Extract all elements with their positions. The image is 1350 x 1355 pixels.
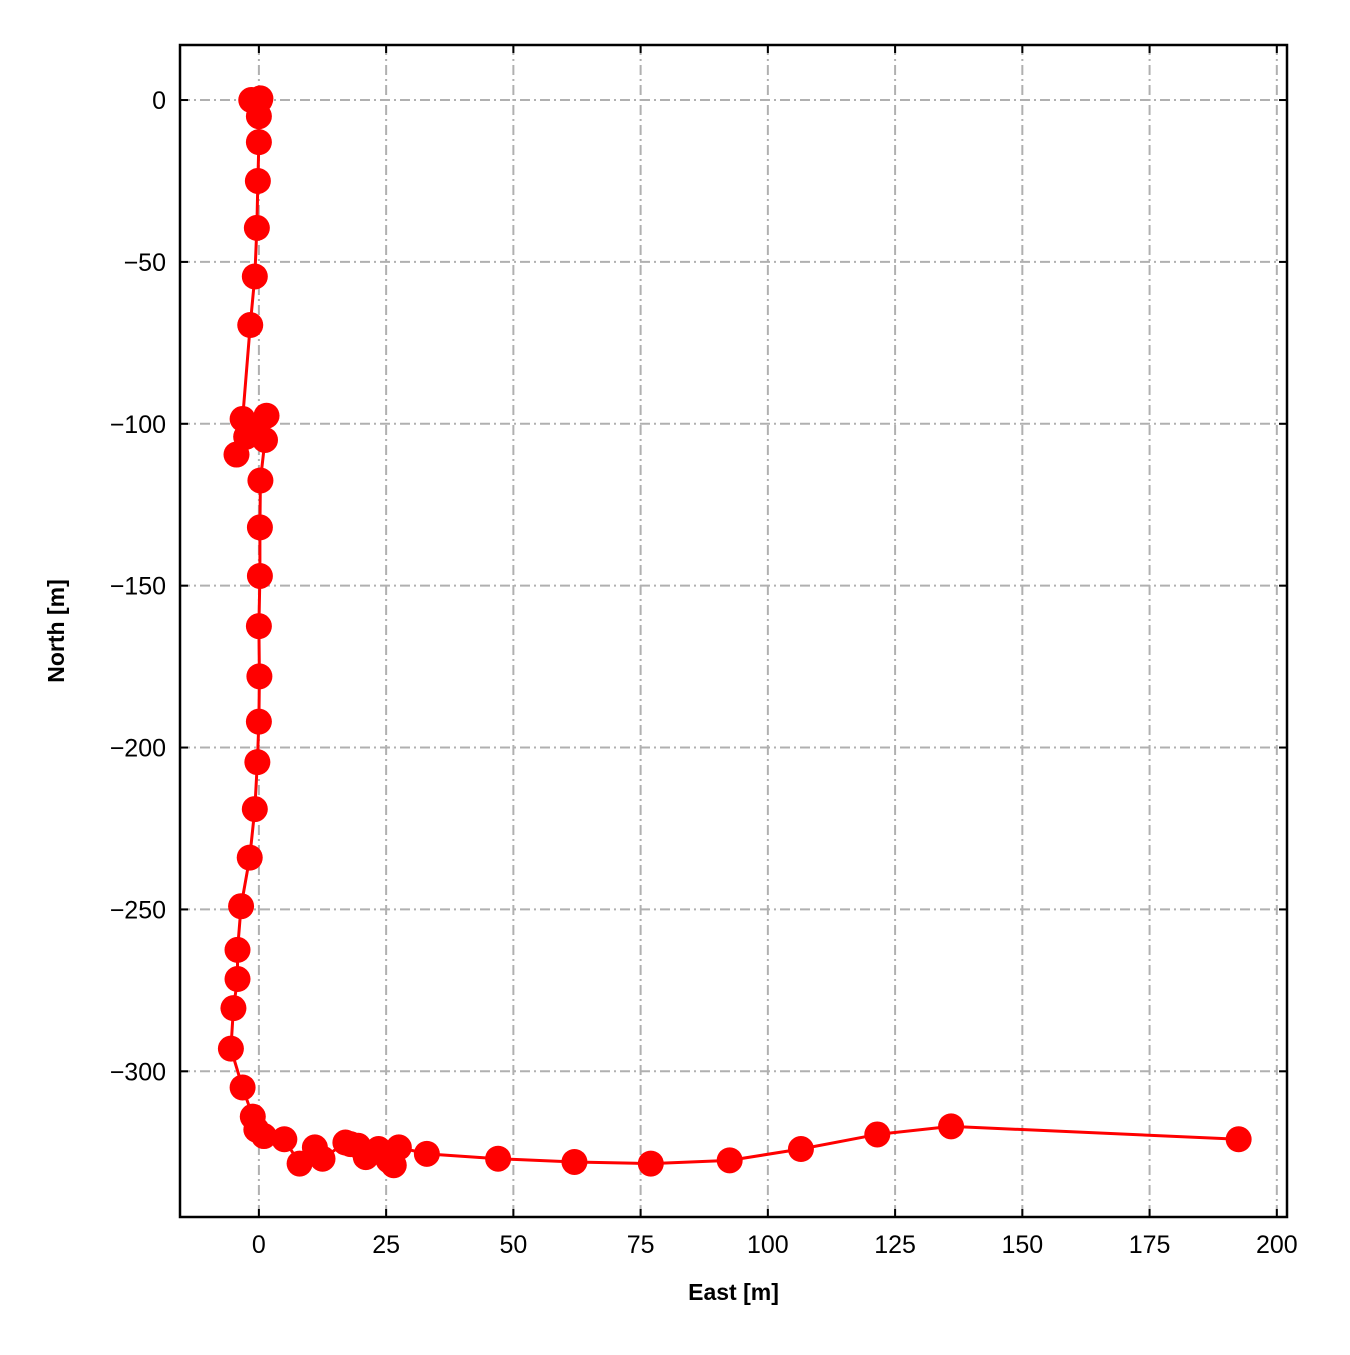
data-point xyxy=(245,129,272,156)
data-point xyxy=(864,1121,891,1148)
data-point xyxy=(241,263,268,290)
data-point xyxy=(485,1145,512,1172)
data-point xyxy=(245,613,272,640)
x-tick-label: 175 xyxy=(1129,1231,1171,1259)
data-point xyxy=(286,1150,313,1177)
data-point xyxy=(244,167,271,194)
data-point xyxy=(253,402,280,429)
y-axis-label: North [m] xyxy=(43,579,69,682)
data-point xyxy=(637,1150,664,1177)
data-point xyxy=(309,1145,336,1172)
data-point xyxy=(236,844,263,871)
data-point xyxy=(224,966,251,993)
plot-area xyxy=(217,85,1252,1179)
y-tick-label: −200 xyxy=(110,735,166,763)
plot-frame xyxy=(178,43,1289,1219)
data-point xyxy=(244,749,271,776)
y-tick-label: −250 xyxy=(110,896,166,924)
data-point xyxy=(217,1035,244,1062)
x-tick-label: 25 xyxy=(372,1231,400,1259)
data-point xyxy=(250,1123,277,1150)
data-point xyxy=(413,1140,440,1167)
x-tick-label: 125 xyxy=(874,1231,916,1259)
data-point xyxy=(237,312,264,339)
x-tick-label: 0 xyxy=(252,1231,266,1259)
data-point xyxy=(561,1148,588,1175)
data-point xyxy=(220,995,247,1022)
x-tick-label: 200 xyxy=(1256,1231,1298,1259)
data-point xyxy=(247,467,274,494)
data-point xyxy=(246,663,273,690)
data-point xyxy=(787,1136,814,1163)
data-point xyxy=(224,936,251,963)
data-point xyxy=(1225,1126,1252,1153)
data-point xyxy=(241,796,268,823)
x-tick-label: 50 xyxy=(499,1231,527,1259)
x-tick-label: 75 xyxy=(627,1231,655,1259)
grid xyxy=(180,45,1287,1217)
x-tick-label: 150 xyxy=(1001,1231,1043,1259)
y-tick-label: 0 xyxy=(152,87,166,115)
x-axis-label: East [m] xyxy=(688,1279,779,1305)
data-point xyxy=(246,562,273,589)
data-point xyxy=(246,514,273,541)
series-line xyxy=(229,96,1239,1168)
data-point xyxy=(385,1134,412,1161)
axis-ticks: 0 25 50 75 100 125 150 175 200 0 −50 −100 −150 −200 −2… xyxy=(110,45,1298,1259)
data-point xyxy=(228,893,255,920)
y-tick-label: −100 xyxy=(110,411,166,439)
data-point xyxy=(245,708,272,735)
data-point xyxy=(229,1074,256,1101)
data-point xyxy=(251,426,278,453)
y-tick-label: −150 xyxy=(110,573,166,601)
x-tick-label: 100 xyxy=(747,1231,789,1259)
data-point xyxy=(245,103,272,130)
y-tick-label: −50 xyxy=(124,249,166,277)
data-point xyxy=(716,1147,743,1174)
data-point xyxy=(938,1113,965,1140)
data-point xyxy=(271,1126,298,1153)
data-point xyxy=(243,214,270,241)
y-tick-label: −300 xyxy=(110,1058,166,1086)
